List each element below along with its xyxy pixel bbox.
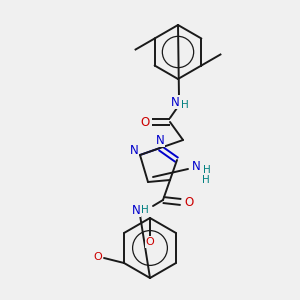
Text: N: N [130, 145, 138, 158]
Text: O: O [140, 116, 150, 128]
Text: O: O [184, 196, 194, 208]
Text: O: O [94, 252, 102, 262]
Text: H: H [141, 205, 149, 215]
Text: O: O [146, 237, 154, 247]
Text: H: H [181, 100, 189, 110]
Text: H: H [202, 175, 210, 185]
Text: N: N [132, 203, 140, 217]
Text: N: N [171, 95, 179, 109]
Text: H: H [203, 165, 211, 175]
Text: N: N [156, 134, 164, 146]
Text: N: N [192, 160, 200, 173]
